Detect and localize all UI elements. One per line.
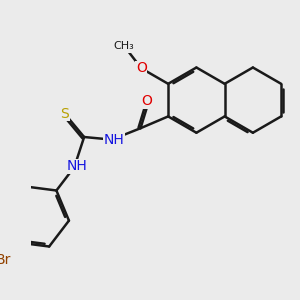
Text: O: O (136, 61, 147, 75)
Text: CH₃: CH₃ (114, 41, 135, 51)
Text: S: S (60, 106, 69, 121)
Text: NH: NH (67, 159, 88, 173)
Text: O: O (141, 94, 152, 109)
Text: CH₃: CH₃ (115, 42, 135, 52)
Text: Br: Br (0, 254, 11, 268)
Text: NH: NH (103, 134, 124, 147)
